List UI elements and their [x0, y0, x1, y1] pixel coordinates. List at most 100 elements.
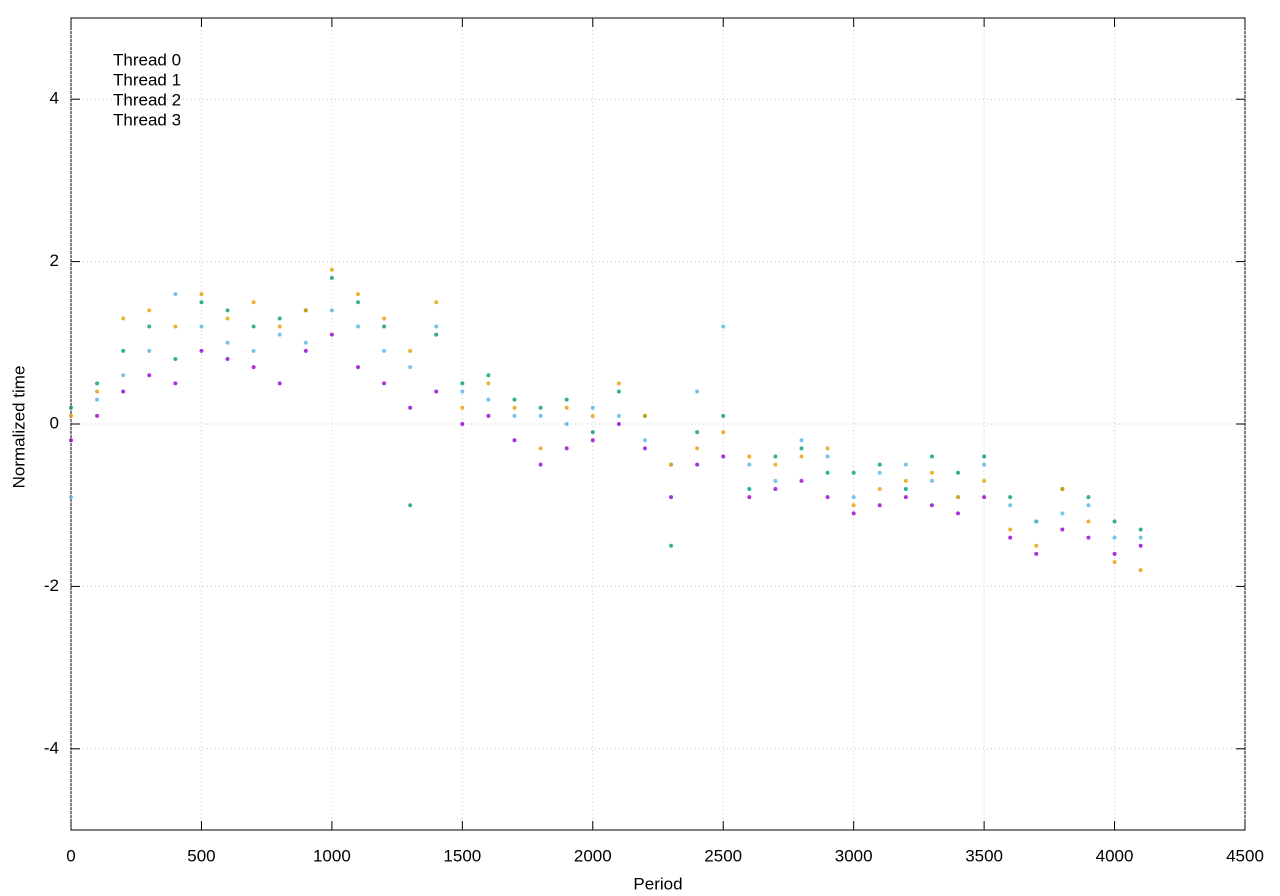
- data-point: [747, 486, 752, 491]
- data-point: [1034, 519, 1039, 524]
- data-point: [982, 478, 987, 483]
- data-point: [251, 348, 256, 353]
- data-point: [1060, 511, 1065, 516]
- data-point: [825, 446, 830, 451]
- data-point: [460, 405, 465, 410]
- x-tick-label: 1000: [313, 846, 351, 865]
- data-point: [590, 430, 595, 435]
- data-point: [695, 462, 700, 467]
- y-tick-label: 4: [50, 89, 59, 108]
- x-tick-label: 3500: [965, 846, 1003, 865]
- data-point: [460, 389, 465, 394]
- data-point: [669, 543, 674, 548]
- data-point: [903, 462, 908, 467]
- data-point: [434, 300, 439, 305]
- data-point: [956, 470, 961, 475]
- data-point: [408, 348, 413, 353]
- data-point: [747, 462, 752, 467]
- data-point: [956, 495, 961, 500]
- data-point: [590, 405, 595, 410]
- data-point: [590, 438, 595, 443]
- data-point: [1086, 519, 1091, 524]
- data-point: [877, 503, 882, 508]
- data-point: [382, 324, 387, 329]
- y-tick-label: -2: [44, 576, 59, 595]
- data-point: [1138, 527, 1143, 532]
- data-point: [616, 381, 621, 386]
- x-tick-label: 0: [66, 846, 75, 865]
- data-point: [277, 332, 282, 337]
- data-point: [1086, 503, 1091, 508]
- data-point: [277, 324, 282, 329]
- data-point: [434, 332, 439, 337]
- data-point: [329, 267, 334, 272]
- data-point: [929, 478, 934, 483]
- data-point: [95, 413, 100, 418]
- x-axis-label: Period: [633, 874, 682, 893]
- data-point: [982, 495, 987, 500]
- data-point: [877, 486, 882, 491]
- data-point: [486, 397, 491, 402]
- data-point: [982, 462, 987, 467]
- data-point: [616, 413, 621, 418]
- data-point: [173, 357, 178, 362]
- data-point: [747, 454, 752, 459]
- data-point: [251, 300, 256, 305]
- data-point: [590, 413, 595, 418]
- data-point: [877, 462, 882, 467]
- data-point: [329, 332, 334, 337]
- data-point: [121, 389, 126, 394]
- data-point: [1112, 551, 1117, 556]
- x-tick-label: 4000: [1096, 846, 1134, 865]
- data-point: [355, 324, 360, 329]
- data-point: [903, 478, 908, 483]
- data-point: [799, 446, 804, 451]
- data-point: [251, 365, 256, 370]
- data-point: [538, 446, 543, 451]
- data-point: [851, 511, 856, 516]
- data-point: [877, 470, 882, 475]
- data-point: [355, 292, 360, 297]
- data-point: [721, 324, 726, 329]
- data-point: [1112, 519, 1117, 524]
- data-point: [1060, 527, 1065, 532]
- data-point: [303, 308, 308, 313]
- data-point: [121, 316, 126, 321]
- data-point: [564, 397, 569, 402]
- data-point: [512, 397, 517, 402]
- data-point: [929, 470, 934, 475]
- x-tick-label: 2000: [574, 846, 612, 865]
- data-point: [825, 470, 830, 475]
- data-point: [69, 413, 73, 418]
- data-point: [799, 438, 804, 443]
- x-tick-label: 3000: [835, 846, 873, 865]
- data-point: [303, 340, 308, 345]
- data-point: [695, 389, 700, 394]
- data-point: [903, 495, 908, 500]
- data-point: [486, 373, 491, 378]
- data-point: [486, 413, 491, 418]
- data-point: [1138, 543, 1143, 548]
- data-point: [1138, 535, 1143, 540]
- data-point: [721, 413, 726, 418]
- data-point: [1112, 560, 1117, 565]
- data-point: [512, 438, 517, 443]
- data-point: [277, 316, 282, 321]
- data-point: [773, 486, 778, 491]
- data-point: [329, 308, 334, 313]
- data-point: [721, 454, 726, 459]
- data-point: [329, 275, 334, 280]
- data-point: [1112, 535, 1117, 540]
- data-point: [799, 478, 804, 483]
- data-point: [512, 405, 517, 410]
- data-point: [199, 292, 204, 297]
- data-point: [929, 503, 934, 508]
- data-point: [95, 381, 100, 386]
- data-point: [408, 503, 413, 508]
- data-point: [434, 324, 439, 329]
- data-point: [538, 462, 543, 467]
- data-point: [538, 413, 543, 418]
- y-axis-label: Normalized time: [9, 366, 28, 489]
- data-point: [616, 422, 621, 426]
